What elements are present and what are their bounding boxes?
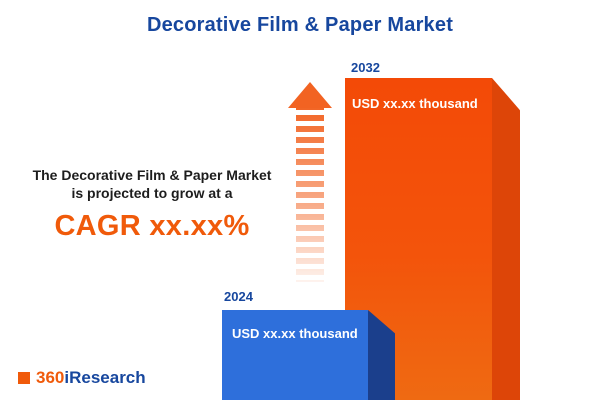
promo-line-1: The Decorative Film & Paper Market — [32, 167, 272, 183]
year-label-2024: 2024 — [224, 289, 253, 304]
bar-2032-side-face — [492, 78, 520, 400]
bar-2032-value-label: USD xx.xx thousand — [352, 96, 478, 111]
growth-arrow-head-icon — [288, 82, 332, 108]
bar-2024-value-label: USD xx.xx thousand — [232, 326, 358, 341]
logo-text: 360iResearch — [36, 369, 146, 386]
logo-number: 360 — [36, 368, 65, 387]
promo-text-block: The Decorative Film & Paper Market is pr… — [8, 166, 296, 243]
company-logo: 360iResearch — [18, 369, 146, 386]
year-label-2032: 2032 — [351, 60, 380, 75]
page-title: Decorative Film & Paper Market — [146, 14, 454, 36]
cagr-text: CAGR xx.xx% — [54, 210, 250, 242]
logo-name: iResearch — [64, 368, 146, 387]
logo-square-icon — [18, 371, 30, 384]
promo-line-2: is projected to grow at a — [71, 185, 233, 201]
growth-arrow-shaft — [296, 104, 324, 282]
bar-2024 — [222, 310, 368, 400]
